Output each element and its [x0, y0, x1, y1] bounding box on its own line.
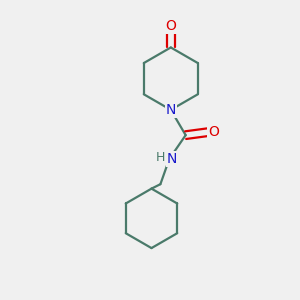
- Text: H: H: [156, 151, 165, 164]
- Text: N: N: [166, 103, 176, 117]
- Text: O: O: [165, 19, 176, 33]
- Text: O: O: [208, 125, 219, 139]
- Text: N: N: [167, 152, 178, 166]
